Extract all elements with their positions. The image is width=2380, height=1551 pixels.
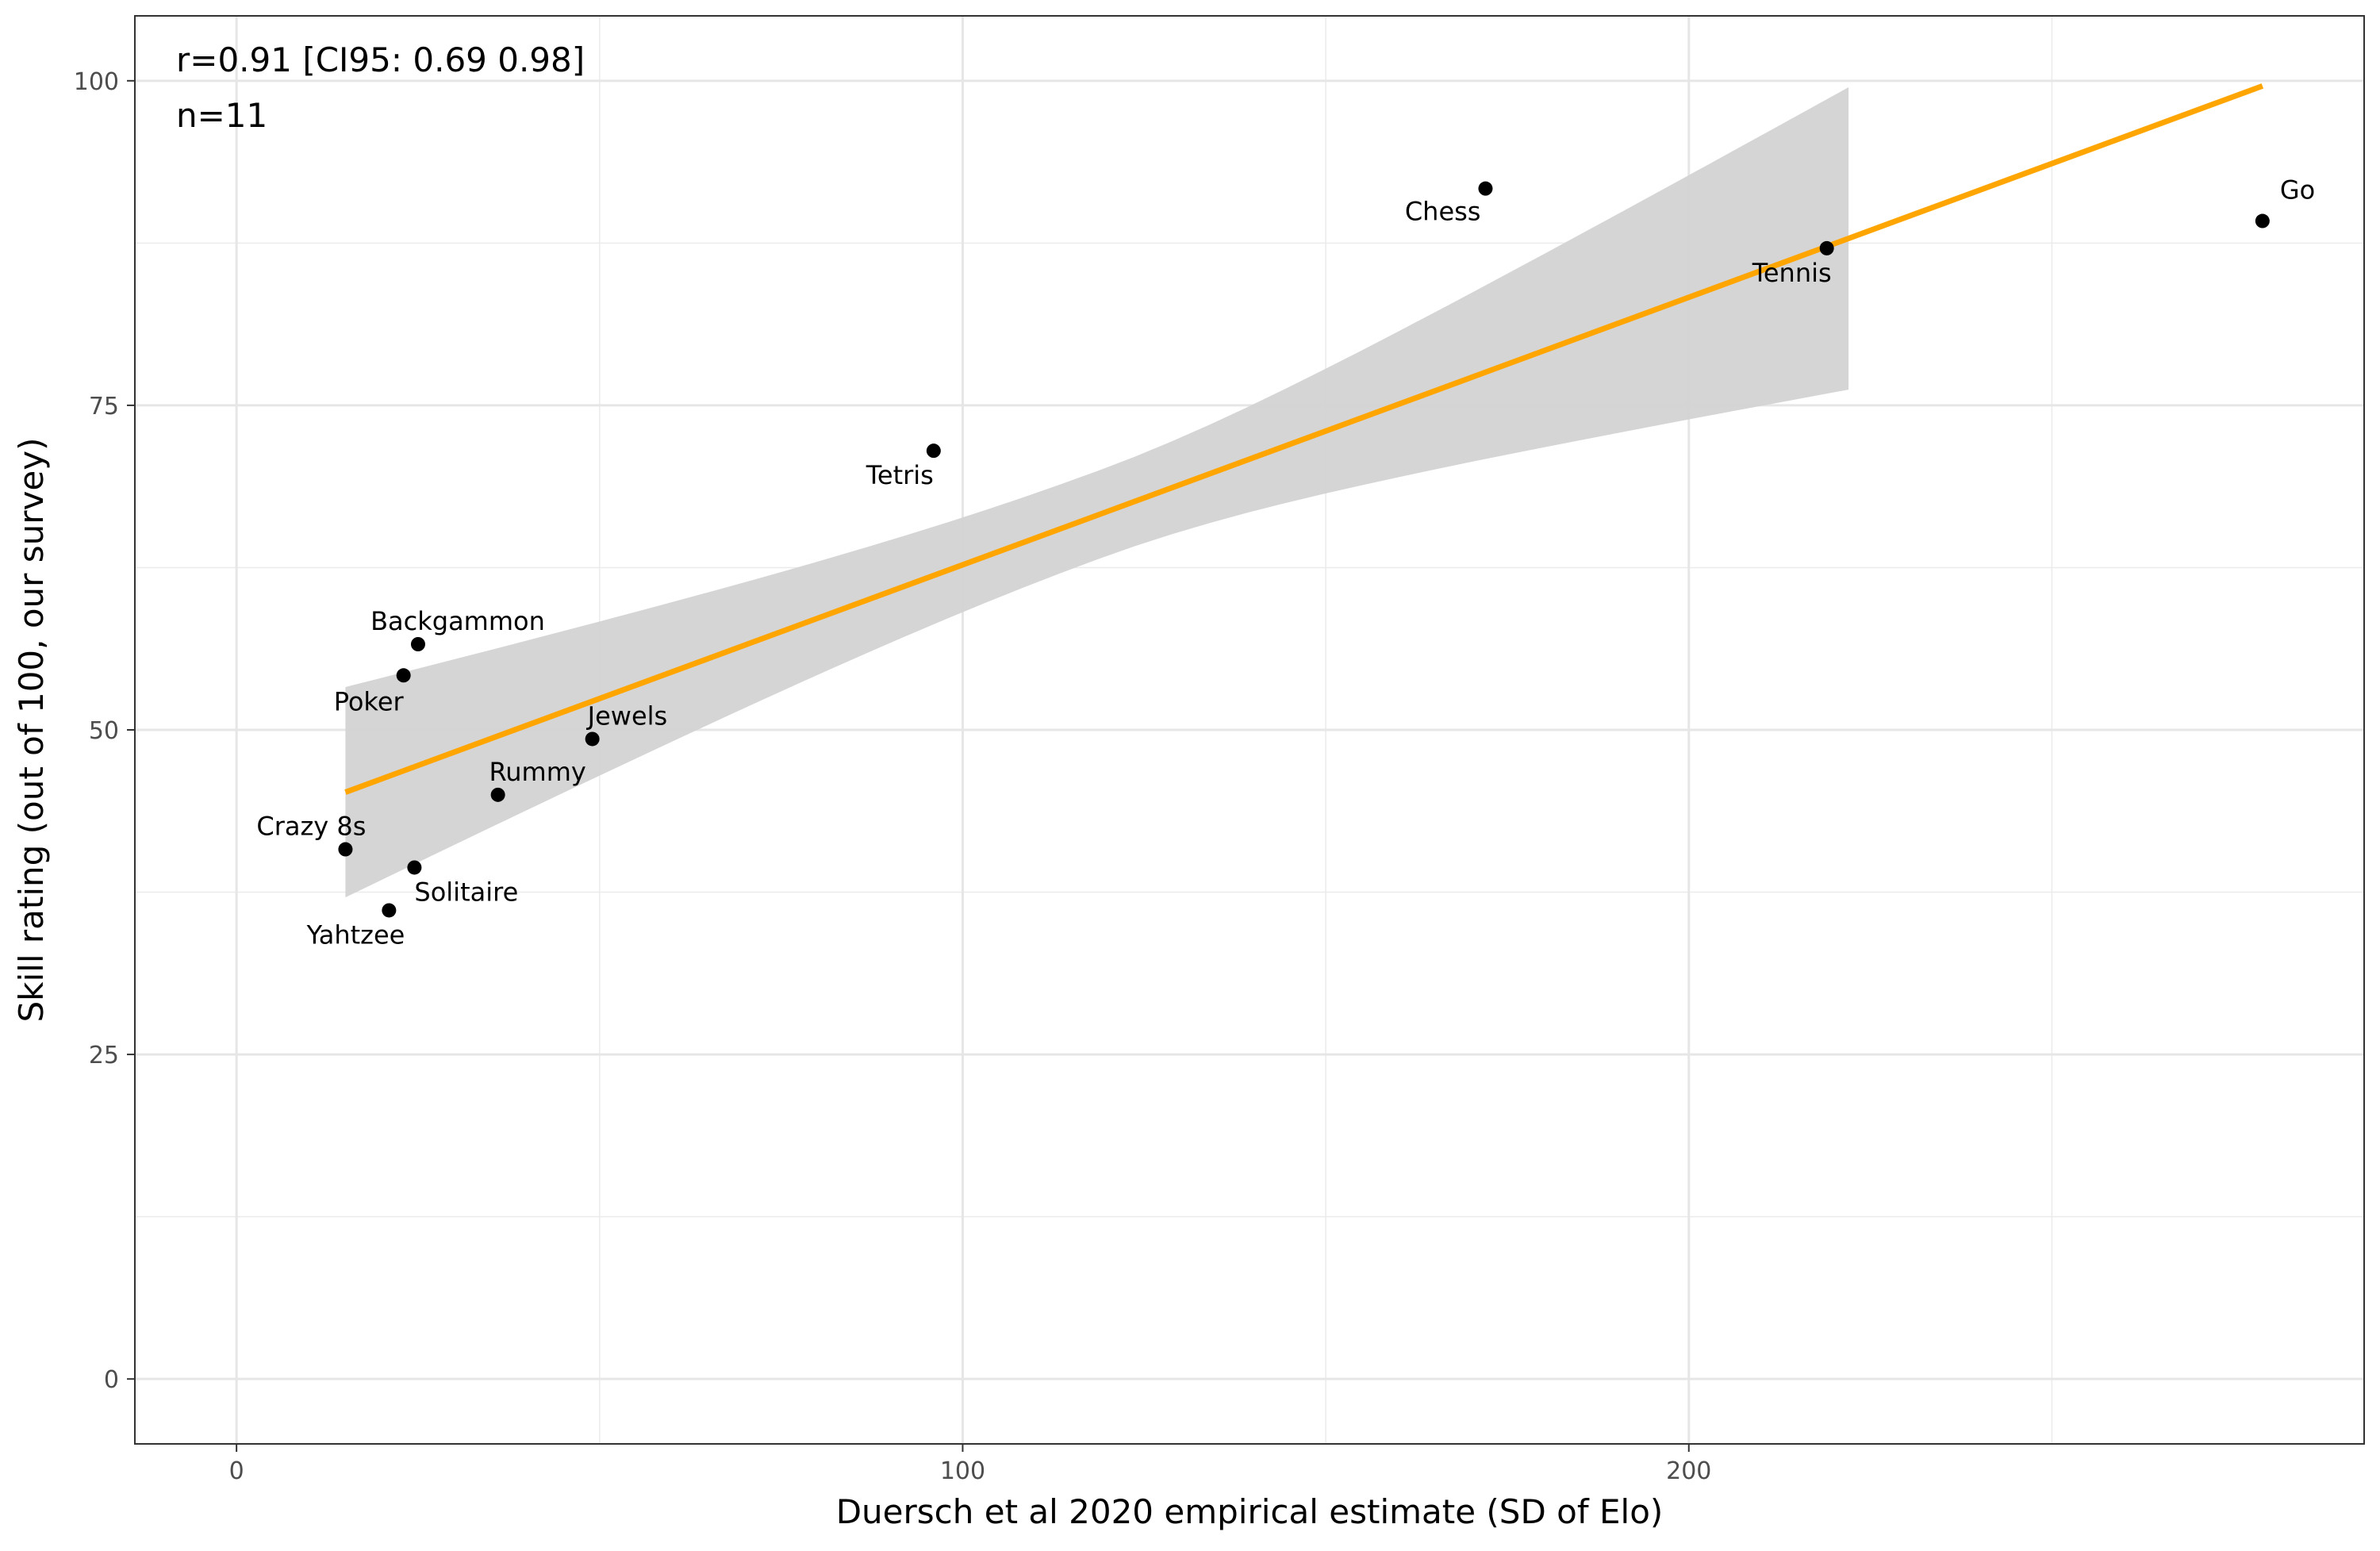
- point-label: Go: [2280, 175, 2315, 205]
- y-tick-label: 0: [104, 1366, 119, 1394]
- x-tick-label: 200: [1666, 1457, 1711, 1485]
- data-point: [926, 443, 941, 459]
- data-point: [338, 842, 353, 857]
- data-point: [407, 860, 422, 875]
- data-point: [490, 787, 505, 802]
- data-point: [410, 637, 425, 651]
- fit-line: [344, 83, 2264, 795]
- point-label: Solitaire: [414, 877, 518, 907]
- point-label: Backgammon: [370, 606, 545, 636]
- point-label: Jewels: [586, 701, 668, 731]
- annotations: r=0.91 [CI95: 0.69 0.98] n=11: [176, 40, 585, 135]
- y-tick-label: 75: [89, 393, 119, 420]
- x-tick-label: 100: [940, 1457, 985, 1485]
- data-point: [1819, 240, 1834, 255]
- annotation-text: n=11: [176, 96, 267, 135]
- point-label: Tetris: [866, 460, 934, 490]
- point-labels: Go Chess Tennis Tetris Backgammon Poker Jewels…: [256, 175, 2315, 950]
- point-label: Poker: [334, 686, 405, 716]
- point-label: Yahtzee: [306, 919, 405, 950]
- annotation-text: r=0.91 [CI95: 0.69 0.98]: [176, 40, 585, 79]
- y-tick-label: 25: [89, 1042, 119, 1069]
- data-point: [382, 903, 397, 918]
- y-tick-label: 50: [89, 717, 119, 745]
- point-label: Chess: [1405, 197, 1481, 227]
- grid-lines: [135, 16, 2364, 1444]
- confidence-band: [345, 87, 1849, 898]
- y-tick-label: 100: [74, 68, 119, 96]
- confidence-band-area: [345, 87, 1849, 898]
- data-point: [585, 731, 600, 747]
- x-tick-label: 0: [229, 1457, 244, 1485]
- data-point: [396, 668, 411, 683]
- point-label: Crazy 8s: [256, 812, 366, 842]
- point-label: Rummy: [489, 757, 585, 787]
- axis-ticks: 0 100 200 0 25 50 75 100: [74, 68, 1712, 1485]
- data-points: [338, 181, 2270, 918]
- point-label: Tennis: [1752, 258, 1832, 288]
- data-point: [2255, 213, 2270, 228]
- regression-line: [344, 83, 2264, 795]
- x-axis-title: Duersch et al 2020 empirical estimate (S…: [836, 1492, 1664, 1531]
- y-axis-title: Skill rating (out of 100, our survey): [12, 438, 51, 1023]
- data-point: [1478, 181, 1493, 196]
